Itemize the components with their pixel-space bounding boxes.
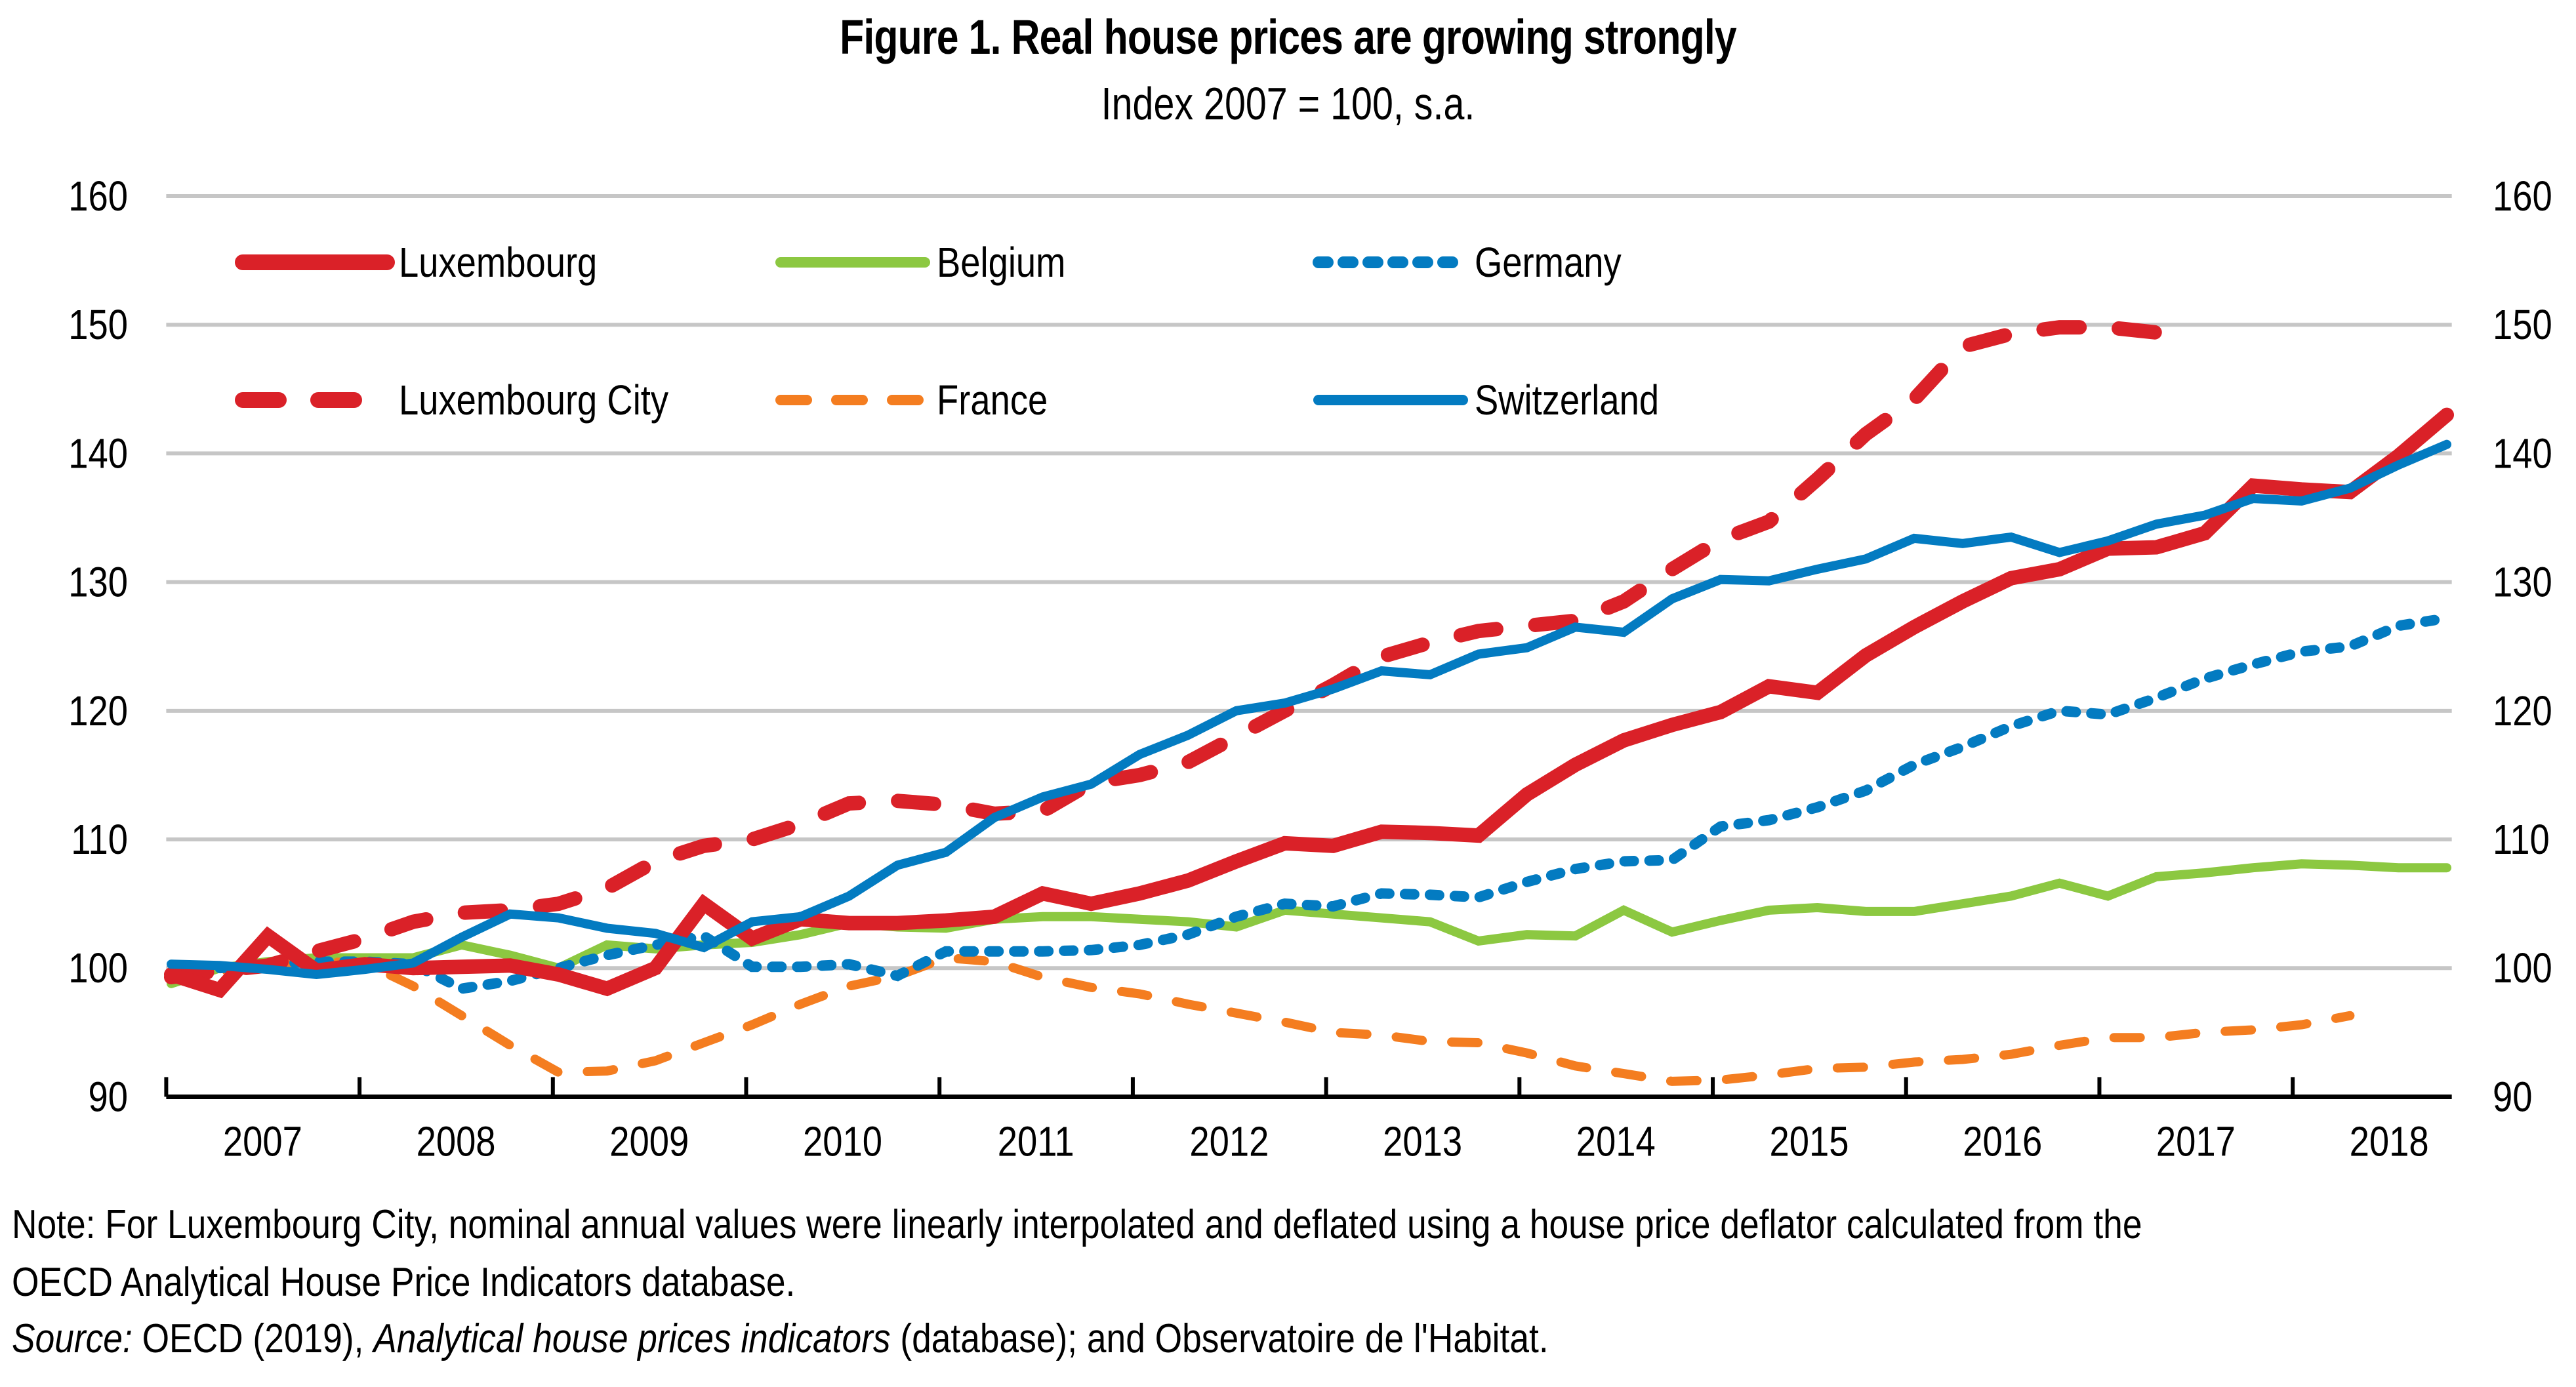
y-tick-label-right: 110 [2493,816,2550,863]
y-tick-label-left: 140 [68,430,128,477]
x-tick-label: 2008 [417,1117,496,1165]
series-line-germany [166,613,2452,994]
y-tick-label-right: 90 [2493,1073,2532,1120]
y-tick-label-left: 150 [68,301,128,348]
x-tick-label: 2016 [1963,1117,2042,1165]
legend-label-luxembourg: Luxembourg [399,239,597,286]
legend-label-germany: Germany [1475,239,1622,286]
x-tick-label: 2013 [1383,1117,1462,1165]
legend-label-belgium: Belgium [937,239,1065,286]
source-title: Analytical house prices indicators [373,1316,891,1361]
series-line-france [167,953,2355,1086]
x-tick-label: 2014 [1576,1117,1656,1165]
y-tick-label-left: 110 [71,816,128,863]
x-tick-label: 2018 [2350,1117,2429,1165]
source-text-2: (database); and Observatoire de l'Habita… [890,1316,1549,1361]
y-tick-label-left: 100 [68,944,128,992]
y-tick-label-left: 90 [89,1073,128,1120]
chart-subtitle: Index 2007 = 100, s.a. [1101,78,1475,129]
y-tick-label-left: 160 [68,172,128,220]
y-tick-label-right: 140 [2493,430,2552,477]
series-line-luxembourg-city [164,320,2164,984]
y-tick-label-right: 160 [2493,172,2552,220]
x-tick-label: 2015 [1770,1117,1849,1165]
y-tick-label-left: 130 [68,558,128,605]
legend-label-luxembourg-city: Luxembourg City [399,376,668,424]
note-line-2: OECD Analytical House Price Indicators d… [12,1260,796,1305]
series-line-switzerland [167,439,2451,980]
y-tick-label-left: 120 [68,687,128,734]
series-lines [164,320,2454,1086]
y-axis-left: 90 100 110 120 130 140 150 160 [68,172,128,1121]
legend: Luxembourg Belgium Germany Luxembourg City F… [235,239,1659,424]
x-tick-label: 2010 [803,1117,882,1165]
y-tick-label-right: 120 [2493,687,2552,734]
y-tick-label-right: 130 [2493,558,2552,605]
x-tick-label: 2011 [998,1117,1074,1165]
x-tick-label: 2017 [2156,1117,2236,1165]
gridlines [166,194,2452,971]
source-line: Source: OECD (2019), Analytical house pr… [12,1316,1549,1362]
source-label: Source: [12,1316,133,1361]
y-tick-label-right: 100 [2493,944,2552,992]
x-tick-label: 2009 [609,1117,689,1165]
note-line-1: Note: For Luxembourg City, nominal annua… [12,1202,2142,1247]
y-axis-right: 90 100 110 120 130 140 150 160 [2493,172,2552,1121]
chart-title: Figure 1. Real house prices are growing … [840,10,1737,64]
legend-label-france: France [937,376,1048,424]
series-line-luxembourg [164,407,2454,999]
y-tick-label-right: 150 [2493,301,2552,348]
x-axis: 2007 2008 2009 2010 2011 2012 2013 2014 2015 2016… [164,1077,2452,1165]
x-tick-label: 2012 [1189,1117,1269,1165]
legend-label-switzerland: Switzerland [1475,376,1659,424]
x-tick-label: 2007 [223,1117,302,1165]
source-text-1: OECD (2019), [132,1316,374,1361]
